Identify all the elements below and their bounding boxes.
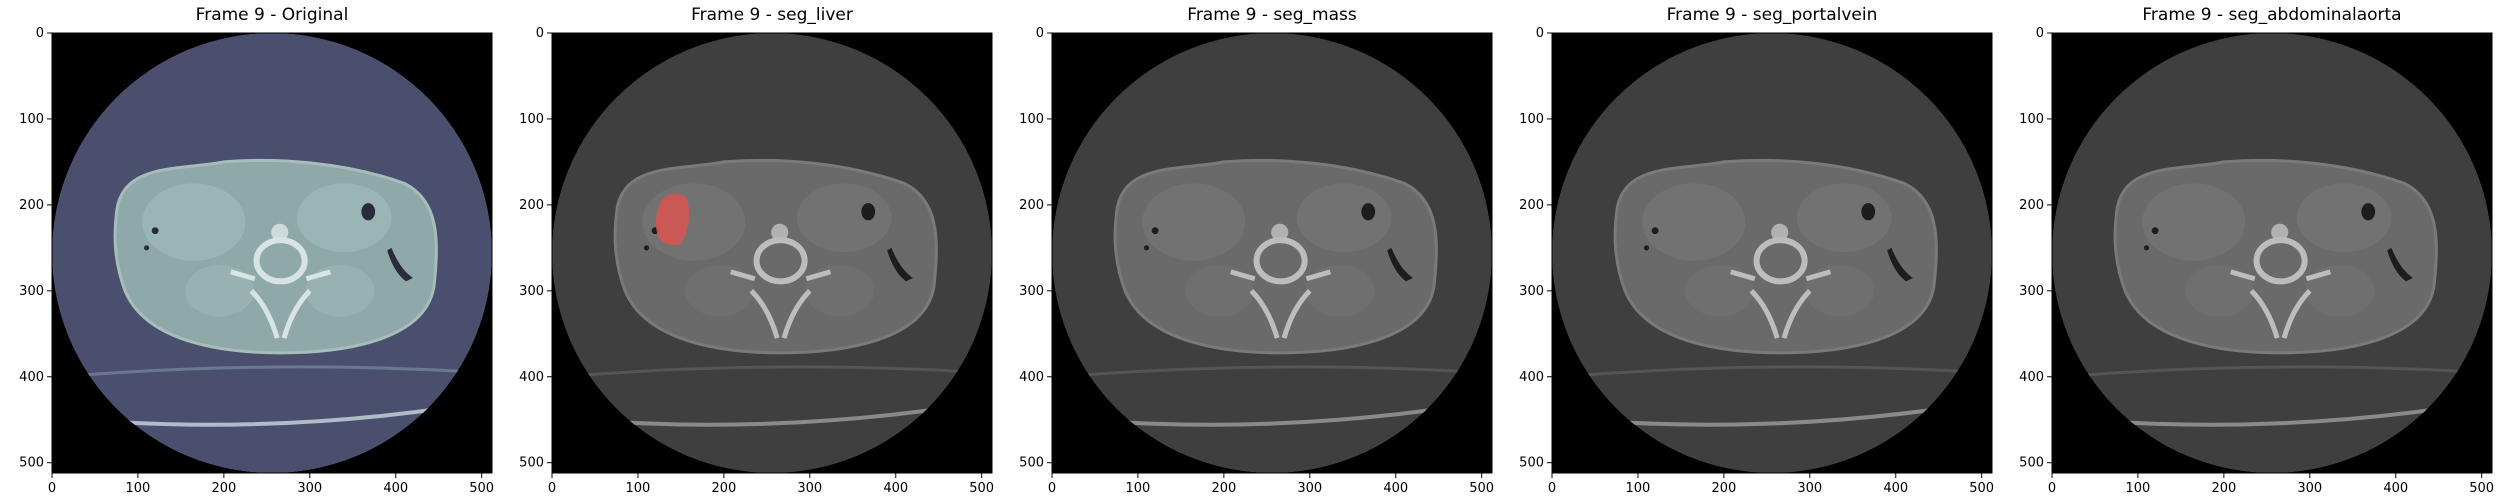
ct-slice <box>1552 33 1992 473</box>
x-tick-label: 100 <box>1626 481 1651 496</box>
y-tick-label: 100 <box>1019 112 1044 127</box>
x-tick-label: 200 <box>1711 481 1736 496</box>
ct-slice <box>52 33 492 473</box>
x-tick-label: 300 <box>797 481 822 496</box>
x-tick-label: 200 <box>711 481 736 496</box>
y-tick-label: 300 <box>1019 284 1044 299</box>
x-tick-label: 500 <box>969 481 994 496</box>
x-tick-label: 300 <box>2297 481 2322 496</box>
axes-frame <box>1051 32 1493 474</box>
y-tick-label: 200 <box>1019 198 1044 213</box>
y-tick-label: 0 <box>36 26 44 41</box>
x-tick-label: 400 <box>2383 481 2408 496</box>
y-tick-label: 400 <box>1019 370 1044 385</box>
x-tick-label: 200 <box>1211 481 1236 496</box>
y-tick-label: 500 <box>519 456 544 471</box>
axes-frame <box>51 32 493 474</box>
panel-3: Frame 9 - seg_mass 0 100 200 300 400 500 0 100 20… <box>1000 0 1496 500</box>
image-axes: 0 100 200 300 400 500 0 100 200 300 400 500 <box>1019 26 1494 496</box>
y-tick-label: 100 <box>2019 112 2044 127</box>
x-tick-label: 100 <box>626 481 651 496</box>
image-axes: 0 100 200 300 400 500 0 100 200 300 400 500 <box>1519 26 1994 496</box>
x-tick-label: 0 <box>1548 481 1556 496</box>
y-tick-label: 0 <box>1036 26 1044 41</box>
x-tick-label: 400 <box>1383 481 1408 496</box>
ct-slice <box>552 33 992 473</box>
y-tick-label: 0 <box>1536 26 1544 41</box>
image-axes: 0 100 200 300 400 500 0 100 200 300 400 500 <box>519 26 994 496</box>
x-tick-label: 0 <box>2048 481 2056 496</box>
y-tick-label: 100 <box>519 112 544 127</box>
panel-4: Frame 9 - seg_portalvein 0 100 200 300 400 500… <box>1500 0 1996 500</box>
panel-5: Frame 9 - seg_abdominalaorta 0 100 200 300 40… <box>2000 0 2496 500</box>
x-tick-label: 0 <box>48 481 56 496</box>
axes-frame <box>551 32 993 474</box>
x-tick-label: 400 <box>883 481 908 496</box>
image-axes: 0 100 200 300 400 500 0 100 200 300 400 500 <box>19 26 494 496</box>
panel-title: Frame 9 - seg_abdominalaorta <box>2142 5 2402 25</box>
y-tick-label: 0 <box>536 26 544 41</box>
y-tick-label: 200 <box>19 198 44 213</box>
y-tick-label: 400 <box>519 370 544 385</box>
ct-slice <box>2052 33 2492 473</box>
panel-2: Frame 9 - seg_liver 0 100 200 300 400 500 0 100 2… <box>500 0 996 500</box>
y-tick-label: 300 <box>19 284 44 299</box>
x-tick-label: 300 <box>1797 481 1822 496</box>
panel-title: Frame 9 - seg_liver <box>691 5 853 25</box>
y-tick-label: 500 <box>1019 456 1044 471</box>
x-tick-label: 500 <box>469 481 494 496</box>
y-tick-label: 400 <box>19 370 44 385</box>
y-tick-label: 500 <box>19 456 44 471</box>
x-tick-label: 400 <box>383 481 408 496</box>
x-tick-label: 500 <box>2469 481 2494 496</box>
x-tick-label: 0 <box>1048 481 1056 496</box>
x-tick-label: 100 <box>1126 481 1151 496</box>
y-tick-label: 500 <box>1519 456 1544 471</box>
x-tick-label: 400 <box>1883 481 1908 496</box>
liver-segmentation-overlay <box>655 193 690 246</box>
ct-slice <box>1052 33 1492 473</box>
y-tick-label: 0 <box>2036 26 2044 41</box>
y-tick-label: 300 <box>519 284 544 299</box>
x-tick-label: 300 <box>1297 481 1322 496</box>
y-tick-label: 200 <box>2019 198 2044 213</box>
x-tick-label: 300 <box>297 481 322 496</box>
axes-frame <box>2051 32 2493 474</box>
x-tick-label: 500 <box>1469 481 1494 496</box>
y-tick-label: 500 <box>2019 456 2044 471</box>
x-tick-label: 0 <box>548 481 556 496</box>
y-tick-label: 300 <box>1519 284 1544 299</box>
y-tick-label: 400 <box>1519 370 1544 385</box>
y-tick-label: 200 <box>1519 198 1544 213</box>
y-tick-label: 300 <box>2019 284 2044 299</box>
panel-title: Frame 9 - seg_mass <box>1187 5 1357 25</box>
x-tick-label: 200 <box>2211 481 2236 496</box>
image-axes: 0 100 200 300 400 500 0 100 200 300 400 500 <box>2019 26 2494 496</box>
y-tick-label: 100 <box>19 112 44 127</box>
y-tick-label: 200 <box>519 198 544 213</box>
x-tick-label: 100 <box>2126 481 2151 496</box>
panel-title: Frame 9 - Original <box>195 5 349 25</box>
x-tick-label: 200 <box>211 481 236 496</box>
panel-title: Frame 9 - seg_portalvein <box>1666 5 1878 25</box>
axes-frame <box>1551 32 1993 474</box>
x-tick-label: 100 <box>126 481 151 496</box>
y-tick-label: 100 <box>1519 112 1544 127</box>
panel-1: Frame 9 - Original 0 100 200 300 400 500 0 100 20… <box>0 0 496 500</box>
y-tick-label: 400 <box>2019 370 2044 385</box>
x-tick-label: 500 <box>1969 481 1994 496</box>
